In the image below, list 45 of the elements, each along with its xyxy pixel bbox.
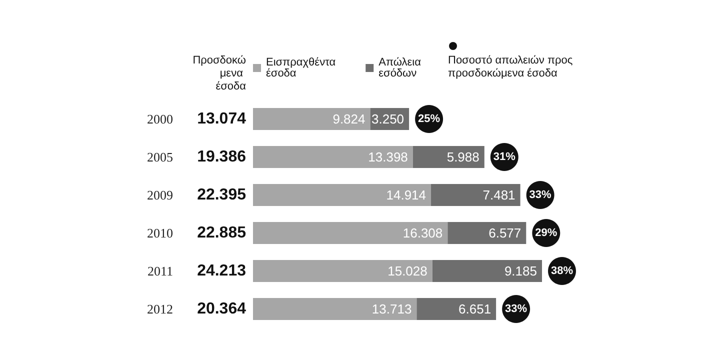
y-tick-label: 2005 — [147, 150, 173, 164]
data-label: 3.250 — [372, 112, 404, 126]
y-tick-label: 2009 — [147, 188, 173, 202]
legend-label: Εισπραχθέντα έσοδα — [266, 56, 336, 80]
total-label: 24.213 — [197, 262, 246, 280]
data-label: 7.481 — [482, 188, 516, 202]
total-label: 22.395 — [197, 186, 246, 204]
data-label: 13.398 — [368, 150, 408, 164]
bar — [431, 184, 520, 206]
annotation: 33% — [505, 303, 528, 315]
annotation: 29% — [535, 227, 558, 239]
bar — [253, 146, 413, 168]
y-tick-label: 2010 — [147, 226, 173, 240]
total-label: 22.885 — [197, 224, 246, 242]
bar — [253, 260, 432, 282]
text: Προσδοκώμενα έσοδα — [192, 54, 247, 92]
annotation: 25% — [418, 113, 440, 125]
bar — [253, 184, 432, 206]
bar — [412, 146, 484, 168]
data-label: 14.914 — [386, 188, 426, 202]
bar — [448, 222, 526, 244]
text: Ποσοστό απωλειών προς προσδοκώμενα έσοδα — [448, 54, 576, 80]
bar — [253, 222, 448, 244]
annotation: 33% — [529, 189, 552, 201]
y-tick-label: 2011 — [147, 264, 173, 278]
total-label: 13.074 — [197, 110, 246, 128]
data-label: 5.988 — [446, 150, 480, 164]
total-label: 19.386 — [197, 148, 246, 166]
data-label: 6.577 — [488, 226, 522, 240]
bar — [416, 298, 496, 320]
annotation: 38% — [550, 265, 574, 277]
data-label: 13.713 — [372, 302, 412, 316]
bar — [432, 260, 542, 282]
y-tick-label: 2000 — [147, 112, 173, 126]
legend-label: Απώλεια εσόδων — [378, 56, 422, 80]
y-tick-label: 2012 — [147, 302, 173, 316]
data-label: 9.824 — [332, 112, 366, 126]
data-label: 15.028 — [388, 264, 428, 278]
bar — [253, 298, 417, 320]
annotation: 31% — [493, 151, 516, 163]
data-label: 16.308 — [402, 226, 443, 240]
data-label: 6.651 — [458, 302, 492, 316]
bar — [253, 108, 370, 130]
total-label: 20.364 — [197, 300, 246, 318]
data-label: 9.185 — [504, 264, 537, 278]
